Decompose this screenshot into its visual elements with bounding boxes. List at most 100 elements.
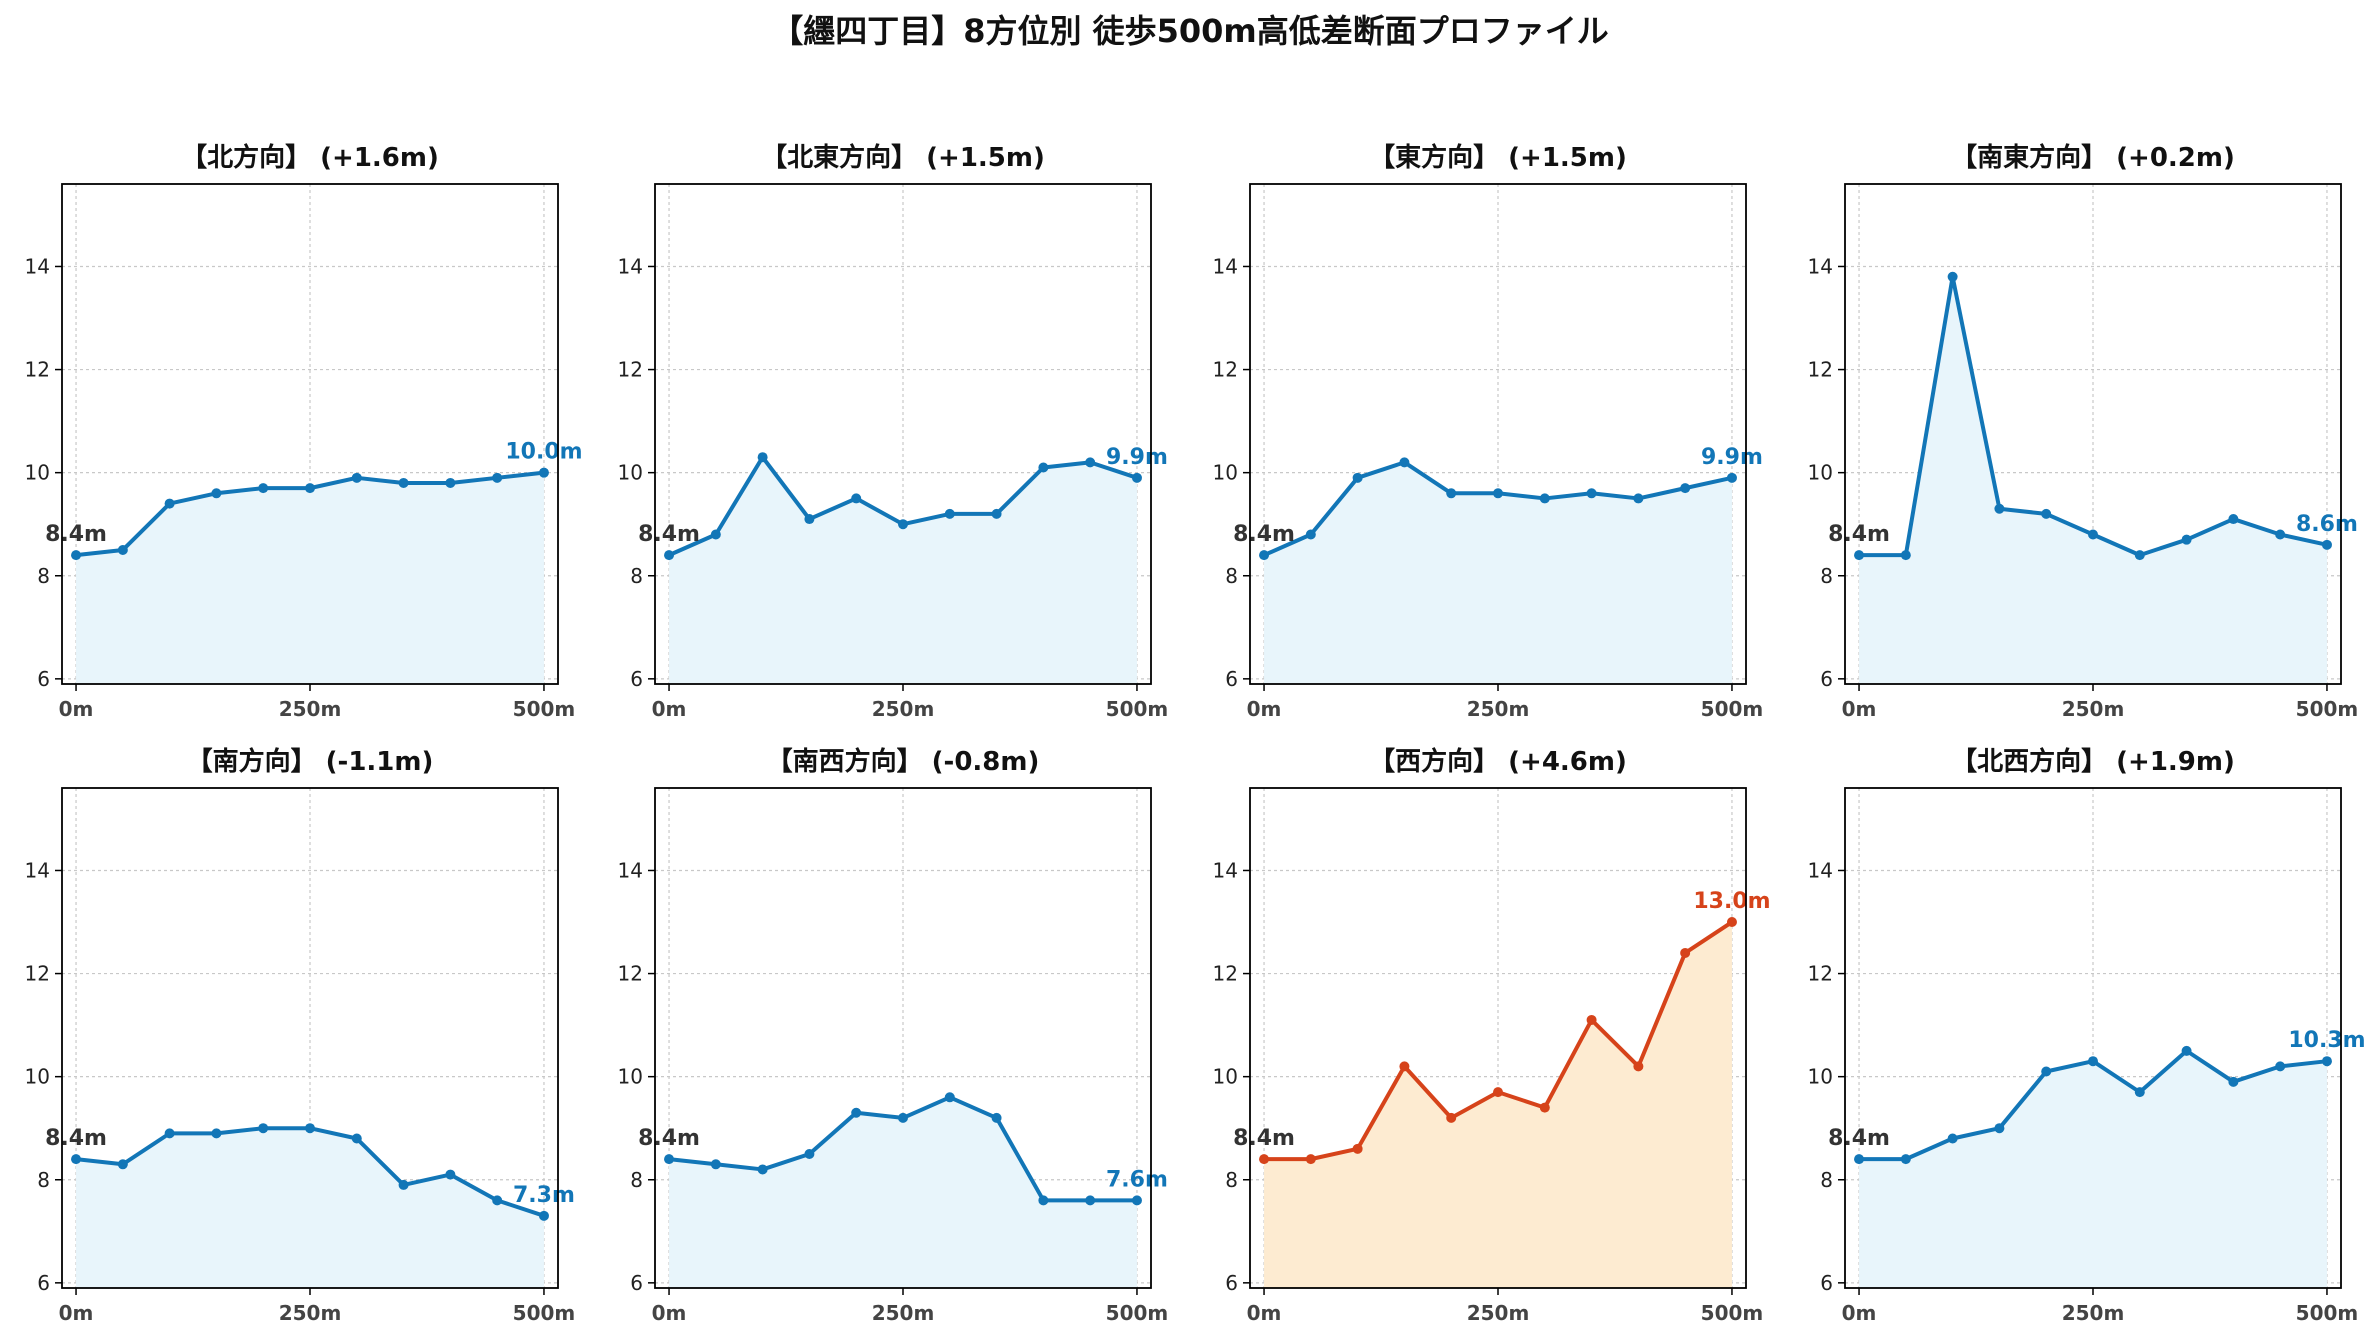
data-point [991, 1112, 1002, 1123]
data-point [1131, 1195, 1142, 1206]
data-point [1633, 1061, 1644, 1072]
panel-title: 【北東方向】 (+1.5m) [761, 142, 1045, 173]
data-point [1586, 488, 1597, 499]
data-point [1539, 493, 1550, 504]
y-tick-label: 10 [25, 1065, 50, 1089]
data-point [164, 498, 175, 509]
data-point [664, 1154, 675, 1165]
x-tick-label: 500m [2296, 1301, 2359, 1325]
series-area [1859, 1050, 2327, 1288]
data-point [1399, 1061, 1410, 1072]
series-area [669, 457, 1137, 684]
data-point [2088, 1056, 2098, 1067]
y-tick-label: 10 [1213, 461, 1238, 485]
x-tick-label: 250m [1467, 697, 1530, 721]
plot-frame [61, 787, 559, 1289]
data-point [1854, 1154, 1865, 1165]
data-point [492, 472, 503, 483]
y-tick-label: 12 [618, 962, 643, 986]
data-point [2228, 514, 2239, 525]
y-tick-label: 8 [630, 564, 643, 588]
x-tick-label: 0m [1247, 1301, 1282, 1325]
y-tick-label: 8 [37, 564, 50, 588]
start-label: 8.4m [1828, 522, 1890, 547]
data-point [1633, 493, 1644, 504]
data-point [164, 1128, 175, 1139]
x-tick-label: 250m [279, 697, 342, 721]
y-tick-label: 14 [618, 254, 643, 278]
chart-panel-7: 【北西方向】 (+1.9m) 6 8 10 12 14 0m 250m 500m 8.4m 10.3… [1808, 746, 2366, 1325]
end-label: 8.6m [2296, 512, 2358, 537]
data-point [898, 1112, 908, 1123]
series-area [669, 1097, 1137, 1288]
panel-title: 【南方向】 (-1.1m) [187, 746, 434, 777]
data-point [1726, 472, 1737, 483]
y-tick-label: 8 [37, 1168, 50, 1192]
data-point [2275, 1061, 2286, 1072]
x-tick-label: 500m [513, 1301, 576, 1325]
data-point [445, 477, 456, 488]
data-point [851, 493, 862, 504]
data-point [2275, 529, 2286, 540]
data-point [1947, 271, 1958, 282]
x-tick-label: 0m [1842, 1301, 1877, 1325]
plot-frame [61, 183, 559, 685]
y-tick-label: 6 [37, 1271, 50, 1295]
data-point [1085, 1195, 1096, 1206]
chart-panel-4: 【南方向】 (-1.1m) 6 8 10 12 14 0m 250m 500m 8.4m 7.3m [25, 746, 576, 1325]
data-point [305, 483, 315, 494]
end-label: 7.3m [513, 1183, 575, 1208]
data-point [2041, 1066, 2052, 1077]
plot-frame [1249, 183, 1747, 685]
data-point [1085, 457, 1096, 468]
chart-panels: 【北方向】 (+1.6m) 6 8 10 12 14 0m 250m 500m 8.4m 10.0m… [25, 142, 2366, 1325]
y-tick-label: 14 [1213, 858, 1238, 882]
data-point [1305, 529, 1316, 540]
data-point [71, 1154, 82, 1165]
x-tick-label: 0m [652, 697, 687, 721]
data-point [664, 550, 675, 561]
y-tick-label: 8 [630, 1168, 643, 1192]
start-label: 8.4m [1828, 1126, 1890, 1151]
data-point [710, 529, 721, 540]
start-label: 8.4m [45, 522, 107, 547]
plot-frame [654, 183, 1152, 685]
plot-frame [1844, 183, 2342, 685]
y-tick-label: 10 [1213, 1065, 1238, 1089]
data-point [1726, 917, 1737, 928]
data-point [1038, 462, 1049, 473]
data-point [1854, 550, 1865, 561]
data-point [2321, 539, 2332, 550]
data-point [991, 508, 1002, 519]
data-point [71, 550, 82, 561]
x-tick-label: 500m [2296, 697, 2359, 721]
data-point [1680, 483, 1691, 494]
x-tick-label: 500m [1106, 697, 1169, 721]
start-label: 8.4m [638, 1126, 700, 1151]
plot-frame [1249, 787, 1747, 1289]
y-tick-label: 6 [1820, 667, 1833, 691]
y-tick-label: 10 [1808, 461, 1833, 485]
data-point [1446, 1112, 1457, 1123]
y-tick-label: 12 [1808, 358, 1833, 382]
data-point [1994, 1123, 2005, 1134]
y-tick-label: 14 [618, 858, 643, 882]
data-point [211, 1128, 222, 1139]
x-tick-label: 500m [1106, 1301, 1169, 1325]
data-point [351, 1133, 362, 1144]
x-tick-label: 250m [872, 1301, 935, 1325]
data-point [804, 514, 815, 525]
data-point [898, 519, 908, 530]
y-tick-label: 10 [618, 461, 643, 485]
x-tick-label: 500m [513, 697, 576, 721]
y-tick-label: 6 [1820, 1271, 1833, 1295]
data-point [2321, 1056, 2332, 1067]
data-point [1493, 1087, 1503, 1098]
panel-title: 【北方向】 (+1.6m) [181, 142, 439, 173]
x-tick-label: 0m [1842, 697, 1877, 721]
chart-panel-6: 【西方向】 (+4.6m) 6 8 10 12 14 0m 250m 500m 8.4m 13.0m [1213, 746, 1771, 1325]
data-point [398, 477, 409, 488]
panel-title: 【北西方向】 (+1.9m) [1951, 746, 2235, 777]
x-tick-label: 250m [279, 1301, 342, 1325]
data-point [2134, 1087, 2145, 1098]
